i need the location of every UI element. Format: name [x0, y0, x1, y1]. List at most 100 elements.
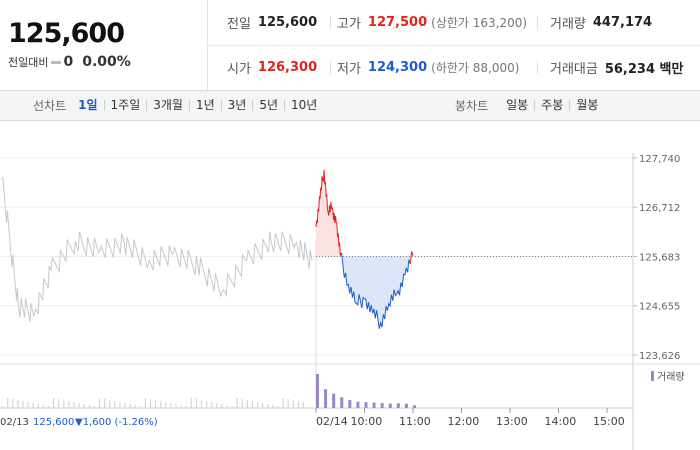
- volume-bar: [356, 401, 360, 408]
- previous-day-volume-bar: [22, 401, 24, 408]
- volume-bar: [324, 389, 328, 408]
- y-tick-label: 124,655: [639, 302, 680, 313]
- period-10y-tab[interactable]: 10년: [291, 98, 318, 112]
- previous-day-volume-bar: [27, 402, 29, 408]
- volume-bar: [380, 403, 384, 408]
- period-3m-tab[interactable]: 3개월: [147, 99, 190, 111]
- previous-day-volume-bar: [144, 398, 146, 408]
- stat-value: 126,300: [257, 60, 318, 75]
- previous-day-volume-bar: [185, 406, 187, 408]
- previous-day-volume-bar: [42, 405, 44, 408]
- previous-day-volume-bar: [257, 402, 259, 408]
- previous-day-volume-bar: [134, 405, 136, 408]
- volume-bar: [388, 403, 392, 408]
- previous-day-volume-bar: [119, 402, 121, 408]
- previous-day-date: 02/13: [0, 417, 29, 428]
- divider: [537, 16, 538, 29]
- below-reference-fill: [341, 252, 411, 329]
- previous-day-volume-bar: [195, 399, 197, 408]
- stat-amount: 거래대금 56,234 백만: [550, 45, 683, 90]
- previous-day-volume-bar: [78, 403, 80, 408]
- previous-day-volume-bar: [109, 400, 111, 408]
- previous-day-volume-bar: [93, 406, 95, 408]
- period-5y-tab[interactable]: 5년: [253, 99, 286, 111]
- stats-row-1: 전일 125,600 고가 127,500 (상한가 163,200) 거래량 …: [207, 0, 700, 46]
- stat-label: 전일: [227, 17, 251, 32]
- volume-bar: [413, 405, 416, 408]
- today-series-down: [341, 252, 411, 329]
- change-label: 전일대비: [8, 56, 49, 69]
- previous-day-volume-bar: [104, 399, 106, 408]
- quote-header: 125,600 전일대비 0 0.00% 전일 125,600 고가 127,5…: [0, 0, 700, 91]
- stat-high: 고가 127,500 (상한가 163,200): [337, 0, 527, 45]
- previous-day-volume-bar: [83, 404, 85, 408]
- previous-day-volume-bar: [53, 398, 55, 408]
- x-tick-label: 12:00: [448, 415, 480, 428]
- previous-day-volume-bar: [292, 400, 294, 408]
- volume-bar: [348, 399, 352, 408]
- candle-monthly-tab[interactable]: 월봉: [576, 98, 599, 112]
- previous-day-volume-bar: [170, 403, 172, 408]
- previous-day-volume-bar: [287, 399, 289, 408]
- volume-bar: [332, 393, 336, 408]
- previous-day-volume-bar: [37, 404, 39, 408]
- stat-label: 시가: [227, 62, 251, 77]
- previous-day-volume-bar: [231, 406, 233, 408]
- x-tick-label: 11:00: [399, 415, 431, 428]
- previous-day-volume-bar: [73, 402, 75, 408]
- previous-day-volume-bar: [221, 404, 223, 408]
- previous-day-volume-bar: [32, 403, 34, 408]
- y-tick-label: 126,712: [639, 203, 680, 214]
- previous-day-volume-bar: [47, 406, 50, 408]
- stat-prev-close: 전일 125,600: [227, 0, 317, 45]
- volume-legend-swatch: [651, 371, 654, 381]
- period-1w-tab[interactable]: 1주일: [105, 99, 148, 111]
- stat-label: 거래대금: [550, 62, 598, 77]
- period-1y-tab[interactable]: 1년: [190, 99, 222, 111]
- y-tick-label: 127,740: [639, 154, 680, 165]
- previous-day-volume-bar: [206, 401, 208, 408]
- previous-day-volume-bar: [226, 405, 228, 408]
- stat-value: 56,234 백만: [604, 62, 684, 77]
- previous-day-volume-bar: [267, 404, 269, 408]
- stat-value: 124,300: [367, 60, 428, 75]
- above-reference-fill: [316, 169, 342, 257]
- x-tick-label: 10:00: [351, 415, 383, 428]
- previous-day-close: 125,600: [33, 417, 74, 428]
- change-value: 0: [63, 54, 74, 70]
- previous-day-volume-bar: [68, 401, 70, 408]
- candle-chart-label: 봉차트: [455, 99, 489, 113]
- previous-day-volume-bar: [63, 400, 65, 408]
- period-3y-tab[interactable]: 3년: [222, 99, 254, 111]
- stat-value: 127,500: [367, 15, 428, 30]
- stat-value: 447,174: [592, 15, 653, 30]
- candle-weekly-tab[interactable]: 주봉: [535, 99, 571, 111]
- period-1d-tab[interactable]: 1일: [72, 99, 105, 111]
- stat-label: 저가: [337, 62, 361, 77]
- previous-day-volume-bar: [160, 401, 162, 408]
- upper-limit-note: (상한가 163,200): [431, 16, 528, 30]
- previous-day-volume-bar: [297, 401, 299, 408]
- previous-day-volume-bar: [139, 406, 141, 408]
- flat-change-icon: [51, 60, 62, 64]
- previous-day-volume-bar: [216, 403, 218, 408]
- previous-day-series: [1, 175, 313, 323]
- today-series-up: [409, 251, 414, 265]
- price-chart: 127,740 126,712 125,683 124,655 123,626 거래량 02…: [0, 153, 700, 450]
- previous-day-volume-bar: [180, 405, 182, 408]
- previous-day-volume-bar: [88, 405, 90, 408]
- divider: [537, 61, 538, 74]
- previous-day-volume-bar: [12, 399, 14, 408]
- y-tick-label: 125,683: [639, 253, 680, 264]
- volume-bar: [404, 403, 408, 408]
- volume-bar: [316, 374, 319, 408]
- candle-daily-tab[interactable]: 일봉: [500, 99, 536, 111]
- previous-day-volume-bar: [262, 403, 264, 408]
- stats-row-2: 시가 126,300 저가 124,300 (하한가 88,000) 거래대금 …: [207, 45, 700, 90]
- previous-day-volume-bar: [175, 404, 177, 408]
- stat-value: 125,600: [257, 15, 318, 30]
- volume-bar: [364, 402, 368, 408]
- line-chart-label: 선차트: [33, 99, 67, 113]
- previous-day-volume-bar: [17, 400, 19, 408]
- previous-day-volume-bar: [190, 398, 192, 408]
